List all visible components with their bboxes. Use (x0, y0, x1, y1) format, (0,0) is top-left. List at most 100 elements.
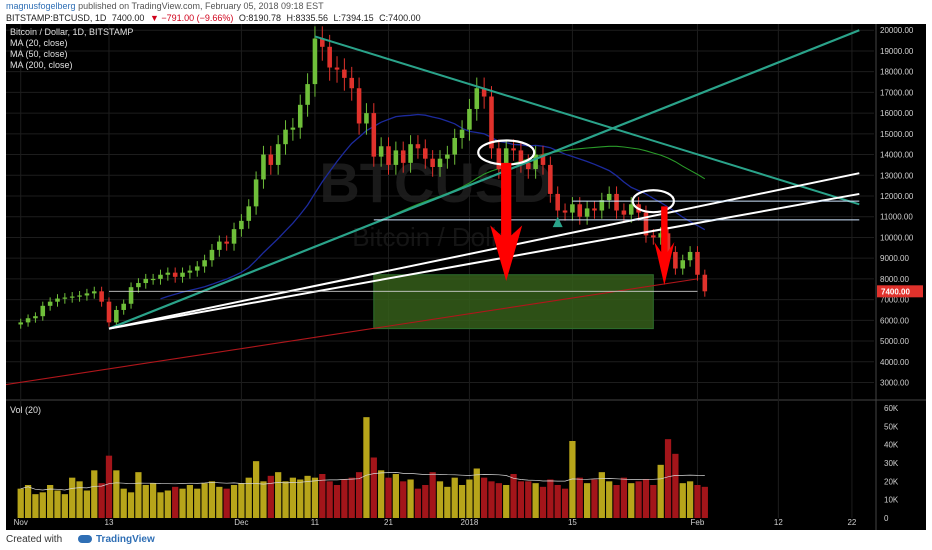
y-tick-label: 5000.00 (880, 337, 909, 346)
candle-body (342, 69, 347, 78)
support-line-lower (108, 192, 860, 330)
target-zone-box (373, 274, 654, 330)
volume-bar (547, 479, 554, 518)
volume-bar (142, 485, 149, 518)
volume-bar (245, 477, 252, 518)
close-value: C:7400.00 (379, 13, 421, 23)
candle-body (614, 193, 619, 211)
tradingview-logo-text[interactable]: TradingView (96, 534, 155, 545)
volume-ma-line (20, 472, 705, 491)
volume-bar (69, 477, 76, 518)
volume-bar (17, 488, 24, 518)
volume-bar (554, 485, 561, 518)
candle-body (445, 154, 450, 159)
x-tick-label: 13 (105, 518, 114, 527)
volume-bar (694, 485, 701, 518)
vol-tick-label: 50K (884, 422, 899, 431)
vol-tick-label: 30K (884, 459, 899, 468)
y-tick-label: 16000.00 (880, 109, 914, 118)
y-tick-label: 4000.00 (880, 358, 909, 367)
candle-body (400, 150, 406, 163)
volume-bar (39, 492, 46, 518)
volume-bar (179, 488, 186, 518)
candle-body (224, 241, 229, 244)
candle-body (297, 104, 303, 128)
candle-body (136, 283, 141, 288)
candle-body (540, 154, 546, 165)
y-tick-label: 12000.00 (880, 192, 914, 201)
candle-body (533, 154, 538, 170)
candle-body (209, 249, 215, 261)
volume-bar (503, 485, 510, 518)
vol-tick-label: 20K (884, 477, 899, 486)
candle-body (415, 144, 421, 149)
volume-bar (275, 472, 282, 518)
volume-bar (481, 477, 488, 518)
volume-bar (83, 490, 91, 518)
candle-body (47, 301, 53, 306)
y-tick-label: 10000.00 (880, 233, 914, 242)
candle-body (18, 322, 23, 325)
candle-body (599, 200, 605, 211)
y-tick-label: 3000.00 (880, 378, 909, 387)
volume-bar (341, 479, 348, 518)
author-name[interactable]: magnusfogelberg (6, 1, 76, 11)
last-price-tag (877, 285, 923, 298)
candle-body (503, 148, 509, 170)
vol-tick-label: 60K (884, 404, 899, 413)
low-value: L:7394.15 (333, 13, 374, 23)
volume-bar (642, 479, 650, 518)
candle-body (680, 260, 686, 269)
candle-body (106, 301, 112, 323)
volume-bar (319, 474, 326, 518)
candle-body (459, 129, 465, 138)
volume-bar (282, 481, 289, 518)
legend-ma20: MA (20, close) (10, 38, 68, 48)
candle-body (217, 241, 222, 250)
y-tick-label: 9000.00 (880, 254, 909, 263)
volume-bar (539, 486, 547, 518)
legend-ma50: MA (50, close) (10, 49, 68, 59)
candle-body (239, 220, 244, 230)
footer: Created with TradingView (0, 530, 932, 550)
volume-bar (613, 485, 620, 518)
symbol-label: BITSTAMP:BTCUSD, 1D (6, 13, 107, 23)
candle-body (165, 272, 171, 275)
y-tick-label: 13000.00 (880, 171, 914, 180)
candle-body (481, 88, 487, 97)
down-arrow-icon (490, 162, 523, 281)
volume-bar (576, 477, 583, 518)
candle-body (246, 206, 252, 221)
candle-body (349, 77, 355, 89)
candle-body (496, 148, 502, 170)
volume-bar (400, 481, 407, 518)
volume-bar (422, 485, 429, 518)
volume-bar (54, 490, 61, 518)
candle-body (128, 287, 134, 304)
volume-bar (223, 488, 230, 518)
volume-bar (127, 492, 135, 518)
candle-body (584, 208, 590, 217)
candle-body (702, 274, 708, 292)
volume-bar (120, 488, 127, 518)
x-tick-label: 22 (847, 518, 856, 527)
candle-body (393, 150, 399, 165)
candle-body (577, 204, 583, 217)
candle-body (320, 38, 325, 47)
volume-bar (326, 481, 333, 518)
candle-body (187, 270, 193, 273)
created-with-label: Created with (6, 534, 63, 545)
candle-body (548, 164, 553, 194)
candle-body (511, 148, 516, 151)
volume-bar (451, 477, 458, 518)
legend-ma200: MA (200, close) (10, 60, 73, 70)
y-tick-label: 11000.00 (880, 213, 913, 222)
volume-bar (208, 481, 216, 518)
last-price-label: 7400.00 (881, 287, 910, 296)
volume-bar (650, 485, 657, 518)
x-tick-label: 12 (774, 518, 783, 527)
y-tick-label: 18000.00 (880, 68, 914, 77)
vol-tick-label: 0 (884, 514, 889, 523)
